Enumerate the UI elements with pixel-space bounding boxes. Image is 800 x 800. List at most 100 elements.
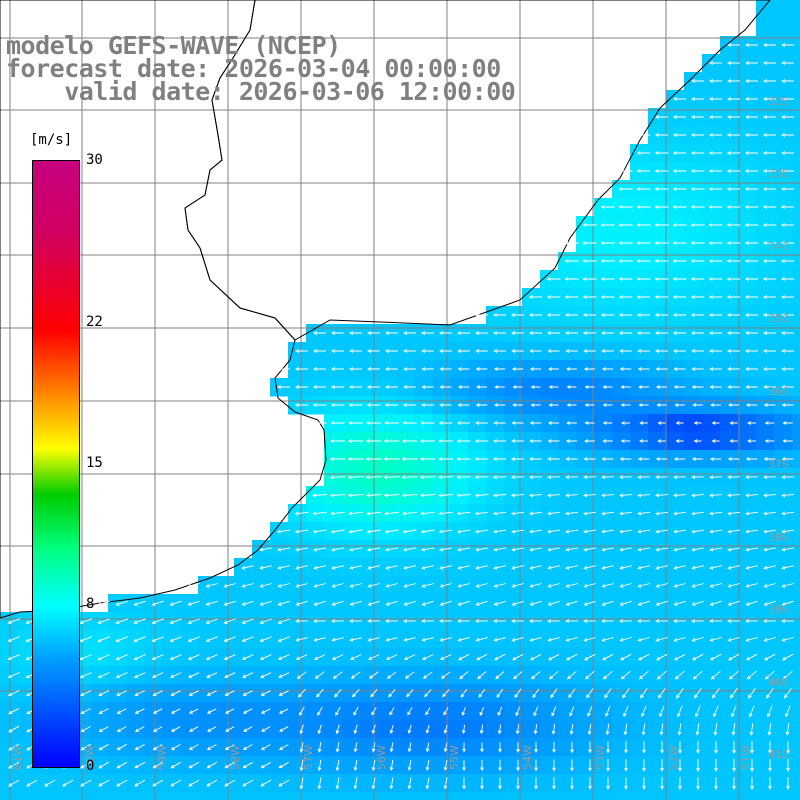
wind-speed-cell — [162, 630, 181, 649]
wind-speed-cell — [0, 684, 19, 703]
wind-speed-cell — [540, 720, 559, 739]
wind-arrow — [401, 439, 418, 443]
wind-arrow — [529, 493, 543, 498]
wind-arrow — [116, 690, 128, 697]
wind-arrow — [80, 690, 92, 697]
wind-arrow — [566, 367, 577, 371]
wind-arrow — [695, 723, 700, 736]
wind-arrow — [476, 385, 487, 389]
wind-arrow — [763, 79, 776, 83]
wind-speed-cell — [486, 756, 505, 775]
wind-arrow — [768, 741, 772, 754]
wind-arrow — [403, 565, 416, 570]
wind-speed-cell — [450, 720, 469, 739]
wind-arrow — [547, 439, 560, 443]
wind-arrow — [745, 493, 758, 498]
wind-arrow — [658, 688, 666, 699]
wind-speed-cell — [666, 792, 685, 800]
wind-arrow — [691, 653, 704, 661]
wind-arrow — [206, 744, 217, 750]
wind-speed-cell — [558, 702, 577, 721]
wind-arrow — [295, 547, 309, 552]
wind-arrow — [785, 723, 790, 736]
wind-arrow — [457, 349, 470, 353]
wind-speed-cell — [18, 792, 37, 800]
wind-arrow — [443, 777, 448, 790]
wind-arrow — [745, 403, 758, 407]
wind-arrow — [496, 688, 504, 698]
wind-arrow — [731, 723, 736, 736]
wind-speed-cell — [792, 54, 800, 73]
wind-arrow — [714, 741, 718, 754]
wind-arrow — [152, 779, 164, 787]
wind-arrow — [329, 493, 346, 498]
wind-arrow — [654, 115, 669, 119]
wind-arrow — [152, 726, 163, 732]
wind-arrow — [456, 529, 471, 534]
wind-arrow — [259, 618, 272, 624]
wind-arrow — [493, 349, 506, 353]
wind-speed-cell — [180, 612, 199, 631]
wind-arrow — [371, 742, 376, 753]
wind-arrow — [637, 529, 650, 534]
wind-speed-cell — [702, 756, 721, 775]
wind-arrow — [133, 636, 146, 643]
wind-speed-cell — [234, 792, 253, 800]
wind-speed-cell — [198, 648, 217, 667]
wind-speed-cell — [684, 756, 703, 775]
wind-arrow — [547, 619, 560, 623]
wind-speed-cell — [162, 756, 181, 775]
wind-arrow — [170, 672, 182, 679]
wind-speed-cell — [720, 414, 739, 433]
wind-arrow — [152, 744, 163, 751]
wind-arrow — [637, 457, 650, 461]
wind-speed-cell — [180, 702, 199, 721]
wind-speed-cell — [162, 738, 181, 757]
wind-arrow — [637, 653, 650, 661]
wind-speed-cell — [612, 792, 631, 800]
wind-speed-cell — [180, 666, 199, 685]
wind-arrow — [781, 79, 794, 83]
wind-speed-cell — [162, 702, 181, 721]
wind-arrow — [583, 619, 596, 623]
wind-arrow — [763, 97, 776, 101]
wind-arrow — [711, 421, 720, 425]
wind-arrow — [205, 636, 218, 643]
wind-arrow — [350, 671, 361, 679]
wind-arrow — [493, 565, 506, 570]
wind-speed-cell — [126, 756, 145, 775]
wind-arrow — [80, 761, 92, 769]
colorbar-unit: [m/s] — [30, 132, 73, 148]
wind-arrow — [564, 313, 579, 317]
wind-speed-cell — [792, 180, 800, 199]
wind-speed-cell — [90, 702, 109, 721]
wind-arrow — [781, 619, 794, 623]
wind-speed-cell — [90, 684, 109, 703]
wind-arrow — [98, 761, 110, 769]
wind-arrow — [691, 565, 704, 570]
wind-arrow — [349, 654, 362, 661]
wind-arrow — [620, 421, 631, 425]
wind-arrow — [708, 277, 723, 281]
wind-arrow — [348, 529, 363, 534]
wind-arrow — [242, 708, 253, 714]
longitude-label: 56W — [375, 745, 388, 770]
wind-arrow — [133, 600, 146, 606]
wind-speed-cell — [738, 774, 757, 793]
wind-arrow — [511, 529, 524, 534]
wind-arrow — [748, 705, 755, 718]
wind-arrow — [349, 331, 362, 335]
wind-arrow — [710, 670, 721, 680]
wind-speed-cell — [162, 648, 181, 667]
wind-speed-cell — [666, 774, 685, 793]
wind-speed-cell — [270, 666, 289, 685]
wind-arrow — [672, 187, 687, 191]
wind-arrow — [569, 723, 574, 736]
wind-arrow — [588, 759, 592, 772]
wind-arrow — [600, 205, 615, 209]
wind-arrow — [600, 331, 615, 335]
wind-arrow — [745, 43, 758, 47]
wind-arrow — [781, 475, 794, 480]
wind-speed-cell — [180, 648, 199, 667]
